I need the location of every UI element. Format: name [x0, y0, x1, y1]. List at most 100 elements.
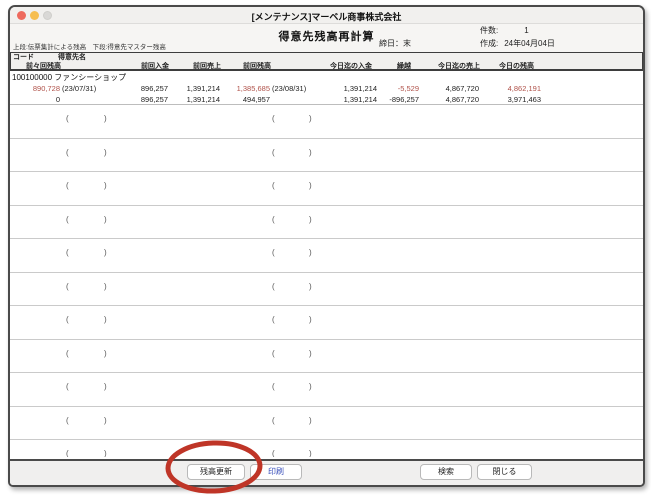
paren-close: )	[309, 415, 312, 425]
search-button[interactable]: 検索	[420, 464, 472, 480]
paren-open: (	[66, 214, 69, 224]
created-date-value: 24年04月04日	[504, 39, 555, 48]
table-header: コード 得意先名 前々回残高 前回入金 前回売上 前回残高 今日迄の入金 繰越 …	[10, 52, 643, 71]
cell-prev2-date: (23/07/31)	[62, 84, 97, 93]
paren-open: (	[272, 281, 275, 291]
record-count: 件数: 1	[480, 25, 529, 36]
record-count-value: 1	[524, 26, 529, 35]
cell-sales-to-date: 4,867,720	[445, 95, 479, 104]
col-prev-balance: 前回残高	[243, 63, 271, 70]
paren-open: (	[66, 315, 69, 324]
paren-open: (	[272, 382, 275, 391]
empty-table-row: ( ) ( )	[10, 440, 643, 457]
paren-close: )	[309, 382, 312, 391]
record-count-label: 件数:	[480, 26, 499, 35]
paren-close: )	[104, 248, 107, 257]
paren-close: )	[309, 281, 312, 291]
paren-open: (	[272, 248, 275, 257]
empty-table-row: ( ) ( )	[10, 373, 643, 407]
page-title: 得意先残高再計算	[278, 31, 375, 43]
empty-table-row: ( ) ( )	[10, 306, 643, 340]
paren-close: )	[104, 449, 107, 457]
col-prev-sales: 前回売上	[193, 63, 221, 70]
cell-today-balance: 4,862,191	[507, 84, 541, 93]
zoom-window-icon[interactable]	[43, 11, 52, 20]
balance-update-button[interactable]: 残高更新	[187, 464, 245, 480]
button-bar: 残高更新 印刷 検索 閉じる	[10, 459, 643, 485]
master-balance-row: 0 896,257 1,391,214 494,957 1,391,214 -8…	[10, 94, 643, 105]
empty-table-row: ( ) ( )	[10, 172, 643, 206]
paren-open: (	[66, 181, 69, 190]
balance-table: コード 得意先名 前々回残高 前回入金 前回売上 前回残高 今日迄の入金 繰越 …	[10, 52, 643, 459]
table-body: 100100000 ファンシーショップ 890,728 (23/07/31) 8…	[10, 71, 643, 457]
cell-prev2-balance: 890,728	[32, 84, 60, 93]
col-deposit-to-date: 今日迄の入金	[330, 63, 372, 70]
customer-line: 100100000 ファンシーショップ	[10, 73, 643, 83]
close-window-icon[interactable]	[17, 11, 26, 20]
paren-close: )	[309, 147, 312, 157]
cell-deposit-to-date: 1,391,214	[343, 95, 377, 104]
slip-balance-row: 890,728 (23/07/31) 896,257 1,391,214 1,3…	[10, 83, 643, 94]
paren-close: )	[309, 114, 312, 123]
paren-open: (	[272, 315, 275, 324]
screen-header: 得意先残高再計算 上段:伝票集計による残高 下段:得意先マスター残高 締日：末 …	[10, 24, 643, 52]
paren-open: (	[66, 348, 69, 358]
paren-close: )	[104, 147, 107, 157]
paren-close: )	[104, 181, 107, 190]
created-date-label: 作成:	[480, 39, 499, 48]
created-date: 作成: 24年04月04日	[480, 38, 555, 49]
paren-close: )	[309, 214, 312, 224]
closing-day-label: 締日：末	[379, 39, 411, 48]
cell-prev2-balance: 0	[55, 95, 60, 104]
column-header-row: 前々回残高 前回入金 前回売上 前回残高 今日迄の入金 繰越 今日迄の売上 今日…	[11, 62, 642, 71]
empty-table-row: ( ) ( )	[10, 206, 643, 239]
paren-close: )	[309, 449, 312, 457]
empty-table-row: ( ) ( )	[10, 273, 643, 306]
close-button[interactable]: 閉じる	[477, 464, 532, 480]
window-titlebar: [メンテナンス]マーベル商事株式会社	[10, 7, 643, 24]
minimize-window-icon[interactable]	[30, 11, 39, 20]
paren-close: )	[104, 415, 107, 425]
cell-deposit-to-date: 1,391,214	[343, 84, 377, 93]
paren-close: )	[104, 281, 107, 291]
paren-close: )	[309, 348, 312, 358]
empty-table-row: ( ) ( )	[10, 139, 643, 172]
paren-open: (	[272, 181, 275, 190]
cell-carryover: -5,529	[397, 84, 419, 93]
empty-table-row: ( ) ( )	[10, 407, 643, 440]
paren-close: )	[309, 248, 312, 257]
paren-close: )	[104, 114, 107, 123]
empty-table-row: ( ) ( )	[10, 340, 643, 373]
table-header-legend: コード 得意先名	[11, 54, 642, 62]
print-button[interactable]: 印刷	[250, 464, 302, 480]
cell-prev-balance: 1,385,685	[236, 84, 270, 93]
paren-open: (	[66, 449, 69, 457]
empty-table-row: ( ) ( )	[10, 105, 643, 139]
legend-note: 上段:伝票集計による残高 下段:得意先マスター残高	[13, 44, 166, 51]
paren-open: (	[272, 114, 275, 123]
cell-prev-deposit: 896,257	[140, 84, 168, 93]
paren-open: (	[272, 147, 275, 157]
cell-prev-balance: 494,957	[242, 95, 270, 104]
customer-name: ファンシーショップ	[54, 73, 127, 82]
paren-open: (	[272, 449, 275, 457]
cell-prev-sales: 1,391,214	[186, 95, 220, 104]
paren-open: (	[272, 348, 275, 358]
paren-open: (	[66, 382, 69, 391]
paren-close: )	[309, 315, 312, 324]
customer-row-group: 100100000 ファンシーショップ 890,728 (23/07/31) 8…	[10, 71, 643, 105]
paren-close: )	[309, 181, 312, 190]
paren-close: )	[104, 382, 107, 391]
customer-code: 100100000	[12, 73, 53, 82]
paren-open: (	[272, 415, 275, 425]
col-prev-deposit: 前回入金	[141, 63, 169, 70]
paren-open: (	[66, 114, 69, 123]
paren-close: )	[104, 214, 107, 224]
app-window: [メンテナンス]マーベル商事株式会社 得意先残高再計算 上段:伝票集計による残高…	[8, 5, 645, 487]
cell-prev-balance-date: (23/08/31)	[272, 84, 307, 93]
paren-open: (	[272, 214, 275, 224]
col-today-balance: 今日の残高	[499, 63, 534, 70]
cell-today-balance: 3,971,463	[507, 95, 541, 104]
code-column-label: コード	[13, 54, 34, 61]
